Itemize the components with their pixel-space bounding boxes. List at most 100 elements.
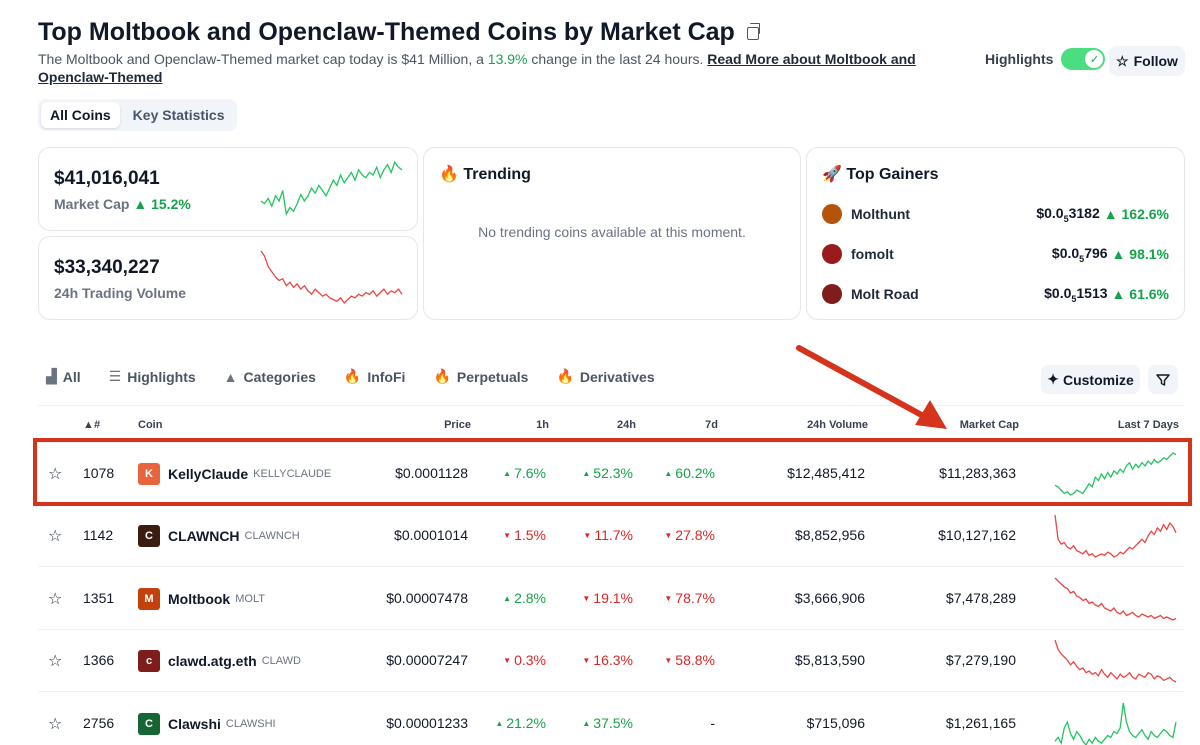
header-1h[interactable]: 1h xyxy=(536,419,549,431)
volume-label: 24h Trading Volume xyxy=(54,285,186,301)
table-row[interactable]: ☆ 1366 c clawd.atg.eth CLAWD $0.00007247… xyxy=(38,630,1185,693)
favorite-star-icon[interactable]: ☆ xyxy=(48,653,63,671)
row-price: $0.0001014 xyxy=(394,527,468,544)
market-cap-label: Market Cap xyxy=(54,196,130,212)
customize-button[interactable]: ✦ Customize xyxy=(1041,365,1140,394)
coin-cell[interactable]: C CLAWNCH CLAWNCH xyxy=(138,525,300,548)
row-rank: 1351 xyxy=(83,589,115,606)
row-sparkline xyxy=(1054,515,1177,559)
follow-label: Follow xyxy=(1133,53,1178,69)
favorite-star-icon[interactable]: ☆ xyxy=(48,715,63,733)
row-change-1h: 2.8% xyxy=(503,590,546,606)
grid-icon: ▟ xyxy=(46,368,57,384)
fire-icon: 🔥 xyxy=(343,368,362,384)
page-title: Top Moltbook and Openclaw-Themed Coins b… xyxy=(38,18,760,47)
row-change-1h: 7.6% xyxy=(503,465,546,481)
trending-card: 🔥 Trending No trending coins available a… xyxy=(423,147,801,320)
row-sparkline xyxy=(1054,452,1177,496)
table-row[interactable]: ☆ 2756 C Clawshi CLAWSHI $0.00001233 21.… xyxy=(38,693,1185,745)
row-sparkline xyxy=(1054,702,1177,745)
gainer-price: $0.051513 xyxy=(1044,285,1107,304)
coin-symbol: MOLT xyxy=(235,592,265,605)
gainer-price-post: 1513 xyxy=(1076,284,1108,301)
row-rank: 2756 xyxy=(83,714,115,731)
highlights-toggle[interactable]: Highlights ✓ xyxy=(985,48,1106,70)
top-gainers-title: 🚀 Top Gainers xyxy=(822,166,939,183)
coin-name[interactable]: KellyClaude xyxy=(168,466,249,482)
header-market-cap[interactable]: Market Cap xyxy=(959,419,1019,431)
copy-icon[interactable] xyxy=(746,23,760,40)
coin-cell[interactable]: C Clawshi CLAWSHI xyxy=(138,712,276,735)
follow-button[interactable]: ☆ Follow xyxy=(1109,46,1185,76)
coin-logo: C xyxy=(138,712,160,735)
tab-highlights[interactable]: ☰ Highlights xyxy=(109,368,196,385)
coin-avatar xyxy=(822,204,842,224)
gainer-change-value: 98.1% xyxy=(1129,246,1169,262)
tab-categories-label: Categories xyxy=(243,368,316,385)
coin-name[interactable]: Clawshi xyxy=(168,715,221,732)
coin-cell[interactable]: K KellyClaude KELLYCLAUDE xyxy=(138,463,331,485)
market-cap-sparkline xyxy=(260,160,403,216)
tab-perpetuals[interactable]: 🔥 Perpetuals xyxy=(433,368,528,385)
coin-cell[interactable]: c clawd.atg.eth CLAWD xyxy=(138,650,301,673)
gainer-price-pre: $0.0 xyxy=(1051,244,1080,261)
row-price: $0.00001233 xyxy=(386,714,468,731)
sparkline-path xyxy=(260,160,403,216)
gainer-price-sub: 5 xyxy=(1063,213,1069,224)
tab-all-coins[interactable]: All Coins xyxy=(41,102,120,128)
market-cap-label-row: Market Cap ▲ 15.2% xyxy=(54,196,191,212)
gainer-row[interactable]: fomolt $0.05796 ▲ 98.1% xyxy=(822,242,1169,266)
header-price[interactable]: Price xyxy=(444,419,471,431)
table-row[interactable]: ☆ 1142 C CLAWNCH CLAWNCH $0.0001014 1.5%… xyxy=(38,505,1185,568)
gainer-price-post: 3182 xyxy=(1068,204,1100,221)
gainer-price-pre: $0.0 xyxy=(1036,204,1064,221)
gainer-change: ▲ 162.6% xyxy=(1103,206,1169,222)
header-7d[interactable]: 7d xyxy=(705,419,718,431)
row-change-24h: 11.7% xyxy=(583,527,633,543)
subtitle-change-pct: 13.9% xyxy=(487,51,528,67)
tab-perpetuals-label: Perpetuals xyxy=(456,368,529,385)
coin-cell[interactable]: M Moltbook MOLT xyxy=(138,587,265,610)
gainer-name: Molthunt xyxy=(851,206,911,222)
highlights-switch[interactable]: ✓ xyxy=(1061,48,1106,70)
tab-infofi[interactable]: 🔥 InfoFi xyxy=(344,368,406,385)
header-24h-volume[interactable]: 24h Volume xyxy=(807,419,868,431)
gainer-name: Molt Road xyxy=(851,286,919,302)
tab-derivatives[interactable]: 🔥 Derivatives xyxy=(556,368,654,385)
filter-button[interactable] xyxy=(1148,365,1178,394)
gainer-change: ▲ 98.1% xyxy=(1111,246,1169,262)
favorite-star-icon[interactable]: ☆ xyxy=(48,590,63,608)
tab-highlights-label: Highlights xyxy=(127,368,196,385)
row-change-24h: 16.3% xyxy=(582,652,633,668)
fire-icon: 🔥 xyxy=(556,368,574,384)
coin-name[interactable]: CLAWNCH xyxy=(168,528,240,545)
gainer-row[interactable]: Molt Road $0.051513 ▲ 61.6% xyxy=(822,282,1169,306)
coin-logo: K xyxy=(138,463,160,485)
volume-sparkline xyxy=(260,250,403,304)
favorite-star-icon[interactable]: ☆ xyxy=(48,466,63,483)
header-rank[interactable]: # xyxy=(94,419,101,431)
tab-key-statistics[interactable]: Key Statistics xyxy=(132,107,225,123)
table-row[interactable]: ☆ 1351 M Moltbook MOLT $0.00007478 2.8% … xyxy=(38,568,1185,630)
volume-value: $33,340,227 xyxy=(54,257,160,278)
sort-icon[interactable]: ▲ xyxy=(83,419,94,431)
sparkline-path xyxy=(1054,702,1177,745)
star-icon: ☆ xyxy=(1116,52,1129,69)
row-change-7d: 58.8% xyxy=(664,652,715,668)
trending-title: 🔥 Trending xyxy=(439,166,531,183)
table-row[interactable]: ☆ 1078 K KellyClaude KELLYCLAUDE $0.0001… xyxy=(38,443,1185,505)
gainer-row[interactable]: Molthunt $0.053182 ▲ 162.6% xyxy=(822,202,1169,226)
coin-name[interactable]: clawd.atg.eth xyxy=(168,653,257,670)
tab-infofi-label: InfoFi xyxy=(367,368,406,385)
header-coin[interactable]: Coin xyxy=(138,419,163,431)
coin-name[interactable]: Moltbook xyxy=(168,590,231,607)
favorite-star-icon[interactable]: ☆ xyxy=(48,528,63,546)
header-24h[interactable]: 24h xyxy=(617,419,636,431)
read-more-link[interactable]: Read More about Moltbook and Openclaw-Th… xyxy=(38,51,916,85)
top-gainers-card: 🚀 Top Gainers Molthunt $0.053182 ▲ 162.6… xyxy=(806,147,1185,320)
row-market-cap: $7,478,289 xyxy=(945,589,1016,606)
customize-label: Customize xyxy=(1062,371,1134,388)
tab-categories[interactable]: ▲ Categories xyxy=(224,369,316,385)
tab-all[interactable]: ▟ All xyxy=(46,368,81,385)
row-market-cap: $7,279,190 xyxy=(945,652,1016,669)
